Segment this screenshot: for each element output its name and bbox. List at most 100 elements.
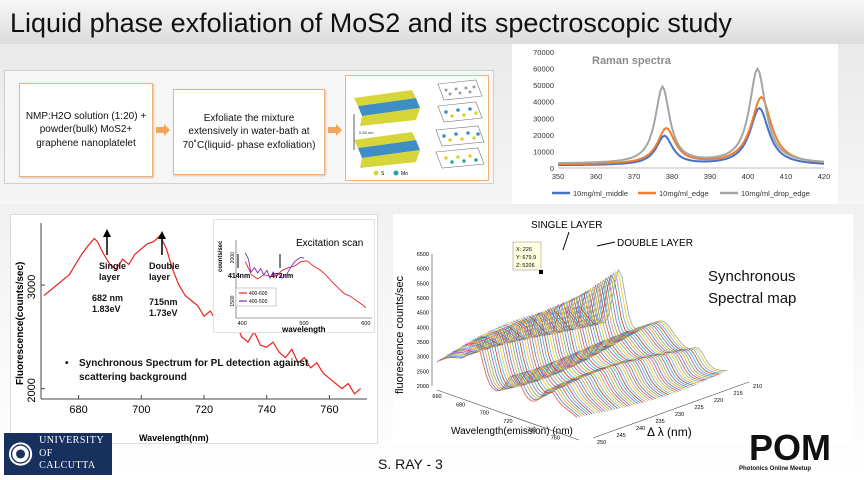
arrow-right-icon — [156, 124, 170, 136]
pl-x-tick: 700 — [132, 404, 150, 416]
map-surface-stripe — [535, 298, 677, 393]
map-y-tick: 230 — [675, 412, 684, 418]
pl-spectrum-panel: Fluorescence(counts/sec) Wavelength(nm) … — [10, 214, 378, 444]
map-x-tick: 720 — [503, 419, 512, 425]
data-tooltip — [512, 241, 542, 271]
map-surface-stripe — [480, 322, 621, 409]
inset-xlabel: wavelength — [281, 325, 326, 334]
raman-x-tick: 400 — [742, 172, 755, 181]
map-surface-stripe — [467, 327, 608, 412]
pl-y-tick: 2000 — [26, 378, 38, 402]
bullet-icon: • — [65, 358, 69, 369]
map-y-tick: 220 — [714, 398, 723, 404]
raman-series-line — [558, 95, 825, 166]
map-x-tick: 660 — [432, 394, 441, 400]
map-surface-stripe — [464, 328, 606, 412]
raman-legend-label: 10mg/ml_drop_edge — [741, 189, 810, 198]
legend-mo: Mo — [401, 171, 408, 177]
tooltip-y: Y: 679.9 — [516, 255, 536, 261]
map-surface-stripe — [475, 324, 616, 410]
map-surface-stripe — [462, 330, 603, 413]
map-surface-stripe — [472, 325, 613, 411]
tooltip-marker — [539, 270, 543, 274]
legend-s: S — [381, 171, 385, 177]
map-x-axis — [436, 389, 580, 441]
raman-x-tick: 410 — [780, 172, 793, 181]
single-layer-map-arrow — [562, 231, 570, 251]
pl-x-label: Wavelength(nm) — [139, 433, 209, 443]
university-seal-icon — [8, 442, 33, 466]
map-y-label: Δ λ (nm) — [647, 425, 692, 439]
pom-letters: POM — [749, 427, 831, 468]
inset-peak1: 414nm — [228, 273, 250, 280]
double-layer-map-arrow — [596, 241, 616, 247]
map-z-tick: 6500 — [417, 252, 429, 258]
excitation-chart: Excitation scan counts/sec wavelength 41… — [218, 238, 372, 334]
bullet-note: • Synchronous Spectrum for PL detection … — [65, 357, 335, 384]
inset-peak2: 472nm — [271, 273, 293, 280]
map-z-tick: 2000 — [417, 384, 429, 390]
raman-y-tick: 60000 — [533, 65, 554, 74]
map-z-tick: 6000 — [417, 267, 429, 273]
inset-series-line — [244, 260, 367, 308]
map-surface-stripe — [573, 277, 715, 378]
arrow-right-icon — [328, 124, 342, 136]
raman-y-tick: 10000 — [533, 147, 554, 156]
map-surface-stripe — [545, 294, 687, 389]
raman-series-line — [558, 106, 825, 167]
tooltip-x: X: 226 — [516, 247, 532, 253]
raman-legend-label: 10mg/ml_edge — [659, 189, 709, 198]
single-layer-map-label: SINGLE LAYER — [531, 220, 603, 231]
map-surface-stripe — [586, 268, 727, 371]
pl-x-tick: 680 — [69, 404, 87, 416]
scale-label: 0.65 nm — [359, 130, 374, 135]
map-surface-stripe — [558, 288, 700, 384]
raman-x-tick: 370 — [628, 172, 641, 181]
raman-x-tick: 350 — [552, 172, 565, 181]
raman-y-tick: 30000 — [533, 114, 554, 123]
inset-x-tick: 400 — [238, 321, 247, 327]
pl-y-label: Fluorescence(counts/sec) — [15, 262, 26, 385]
map-y-tick: 250 — [597, 440, 606, 444]
raman-legend-label: 10mg/ml_middle — [573, 189, 628, 198]
raman-x-tick: 390 — [704, 172, 717, 181]
pl-spectrum-line — [43, 234, 362, 395]
double-layer-map-label: DOUBLE LAYER — [617, 238, 693, 249]
inset-title: Excitation scan — [296, 238, 363, 249]
inset-series-line — [244, 252, 305, 280]
inset-y-tick: 1500 — [230, 295, 236, 306]
flow-step-2: Exfoliate the mixture extensively in wat… — [173, 89, 325, 175]
arrow-up-icon — [103, 229, 111, 237]
map-z-tick: 2500 — [417, 369, 429, 375]
map-x-tick: 700 — [480, 411, 489, 417]
single-layer-values: 682 nm 1.83eV — [92, 293, 124, 315]
inset-x-tick: 600 — [361, 321, 370, 327]
map-y-tick: 210 — [753, 384, 762, 390]
map-surface-stripe — [556, 289, 697, 385]
map-z-tick: 3000 — [417, 355, 429, 361]
map-surface-stripe — [459, 331, 601, 413]
single-layer-label: Single layer — [99, 261, 127, 283]
map-z-tick: 5000 — [417, 296, 429, 302]
raman-chart-panel: Raman spectra 0 10000 20000 30000 40000 50000… — [512, 44, 838, 204]
raman-y-tick: 70000 — [533, 48, 554, 57]
map-y-tick: 225 — [695, 405, 704, 411]
inset-legend-2: 400-500 — [249, 299, 268, 305]
map-surface-stripe — [530, 300, 672, 395]
raman-y-tick: 40000 — [533, 98, 554, 107]
raman-y-tick: 50000 — [533, 81, 554, 90]
pom-subtitle: Photonics Online Meetup — [739, 466, 811, 472]
raman-x-tick: 420 — [818, 172, 831, 181]
map-surface-stripe — [518, 306, 659, 399]
pom-logo-graphic: POM Photonics Online Meetup — [739, 427, 831, 472]
map-surface-stripe — [520, 305, 662, 398]
inset-x-tick: 500 — [299, 321, 308, 327]
university-name: UNIVERSITY OF CALCUTTA — [39, 435, 104, 472]
map-y-tick: 240 — [636, 426, 645, 432]
flow-step-1: NMP:H2O solution (1:20) + powder(bulk) M… — [19, 83, 153, 177]
raman-title: Raman spectra — [592, 55, 672, 67]
map-surface-stripe — [470, 326, 611, 411]
molybdenum-legend-dot — [393, 170, 399, 176]
map-y-axis — [592, 381, 750, 439]
inset-legend-1: 400-600 — [249, 291, 268, 297]
